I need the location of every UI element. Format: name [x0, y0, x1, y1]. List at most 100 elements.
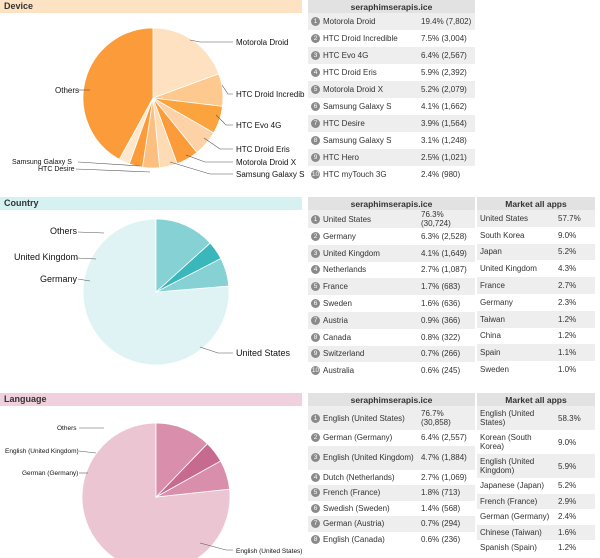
- market-row: English (United Kingdom) 5.9%: [477, 454, 595, 479]
- rank-badge: 1: [311, 413, 320, 423]
- pie-label: United Kingdom: [14, 252, 78, 262]
- market-row: United Kingdom 4.3%: [477, 260, 595, 278]
- table-row: 8 Samsung Galaxy S 3.1% (1,248): [308, 132, 475, 149]
- pie-leader-line: [185, 154, 233, 163]
- market-value: 2.4%: [555, 509, 595, 525]
- market-row: China 1.2%: [477, 327, 595, 345]
- rank-badge: 4: [311, 472, 320, 482]
- row-value: 3.9% (1,564): [418, 115, 475, 132]
- rank-badge: 8: [311, 332, 320, 342]
- pie-label: Others: [55, 86, 79, 95]
- country-section-title: Country: [4, 198, 39, 208]
- market-name: French (France): [477, 493, 555, 510]
- row-value: 4.1% (1,649): [418, 244, 475, 262]
- market-row: Korean (South Korea) 9.0%: [477, 430, 595, 455]
- table-row: 7 German (Austria) 0.7% (294): [308, 516, 475, 532]
- row-value: 76.3% (30,724): [418, 210, 475, 228]
- market-name: Germany: [477, 293, 555, 311]
- row-name: English (Canada): [323, 534, 385, 544]
- market-name: United Kingdom: [477, 260, 555, 278]
- row-name: Austria: [323, 315, 348, 325]
- rank-badge: 3: [311, 248, 320, 258]
- market-value: 5.9%: [555, 454, 595, 479]
- market-row: Japanese (Japan) 5.2%: [477, 478, 595, 494]
- market-row: German (Germany) 2.4%: [477, 509, 595, 525]
- row-value: 5.2% (2,079): [418, 81, 475, 98]
- language-section-title: Language: [4, 394, 47, 404]
- row-value: 3.1% (1,248): [418, 132, 475, 149]
- app-column-header: seraphimserapis.ice: [308, 393, 475, 406]
- market-value: 1.1%: [555, 344, 595, 362]
- market-value: 9.0%: [555, 226, 595, 244]
- row-value: 2.5% (1,021): [418, 149, 475, 166]
- market-name: Sweden: [477, 361, 555, 378]
- rank-badge: 2: [311, 433, 320, 443]
- market-row: Spain 1.1%: [477, 344, 595, 362]
- rank-badge: 4: [311, 265, 320, 275]
- row-name: English (United States): [323, 413, 405, 423]
- market-value: 2.7%: [555, 277, 595, 294]
- table-row: 3 HTC Evo 4G 6.4% (2,567): [308, 47, 475, 64]
- market-value: 5.2%: [555, 243, 595, 261]
- market-name: Spain: [477, 344, 555, 362]
- device-section: Device Motorola Droid HTC Droid Incredibl…: [0, 0, 600, 185]
- table-row: 9 HTC Hero 2.5% (1,021): [308, 149, 475, 166]
- pie-leader-line: [76, 257, 97, 260]
- table-row: 4 Netherlands 2.7% (1,087): [308, 261, 475, 279]
- pie-label: German (Germany): [22, 470, 78, 477]
- rank-badge: 7: [311, 315, 320, 325]
- row-name: Australia: [323, 366, 355, 376]
- pie-label: United States: [236, 348, 291, 358]
- market-value: 1.2%: [555, 540, 595, 556]
- rank-badge: 5: [311, 85, 320, 94]
- row-name: Swedish (Sweden): [323, 503, 390, 513]
- rank-badge: 9: [311, 153, 320, 162]
- pie-label: HTC Droid Incredible: [236, 90, 305, 99]
- market-column-header: Market all apps: [477, 197, 595, 210]
- market-row: Sweden 1.0%: [477, 361, 595, 378]
- row-value: 2.4% (980): [418, 166, 475, 183]
- pie-leader-line: [203, 137, 233, 150]
- rank-badge: 5: [311, 488, 320, 498]
- pie-leader-line: [215, 114, 233, 126]
- pie-leader-line: [199, 542, 233, 551]
- table-row: 10 Australia 0.6% (245): [308, 362, 475, 380]
- market-row: Spanish (Spain) 1.2%: [477, 540, 595, 556]
- row-name: English (United Kingdom): [323, 453, 414, 463]
- row-value: 19.4% (7,802): [418, 13, 475, 30]
- table-row: 8 English (Canada) 0.6% (236): [308, 531, 475, 548]
- pie-label: Samsung Galaxy S: [12, 159, 72, 166]
- table-row: 8 Canada 0.8% (322): [308, 328, 475, 346]
- row-value: 0.9% (366): [418, 311, 475, 329]
- row-value: 0.8% (322): [418, 328, 475, 346]
- table-row: 9 Switzerland 0.7% (266): [308, 345, 475, 363]
- market-name: United States: [477, 210, 555, 227]
- table-row: 1 English (United States) 76.7% (30,858): [308, 406, 475, 431]
- row-value: 1.8% (713): [418, 485, 475, 501]
- row-name: HTC myTouch 3G: [323, 170, 387, 179]
- market-name: France: [477, 277, 555, 294]
- rank-badge: 7: [311, 519, 320, 529]
- row-value: 1.6% (636): [418, 295, 475, 312]
- row-value: 0.6% (236): [418, 531, 475, 548]
- language-section-header: Language: [0, 393, 302, 406]
- market-row: French (France) 2.9%: [477, 493, 595, 510]
- country-pie-chart: Others United Kingdom Germany United States: [14, 218, 291, 366]
- pie-label: English (United States): [236, 548, 302, 555]
- table-row: 4 HTC Droid Eris 5.9% (2,392): [308, 64, 475, 81]
- row-name: United Kingdom: [323, 248, 380, 258]
- market-value: 1.2%: [555, 327, 595, 345]
- market-name: English (United States): [477, 406, 555, 431]
- market-name: China: [477, 327, 555, 345]
- rank-badge: 9: [311, 349, 320, 359]
- app-column-header: seraphimserapis.ice: [308, 0, 475, 13]
- market-column-header: Market all apps: [477, 393, 595, 406]
- market-value: 9.0%: [555, 430, 595, 455]
- pie-slice: [155, 422, 208, 498]
- language-section: Language Others English (United Kingdom) G…: [0, 393, 600, 558]
- market-value: 2.3%: [555, 293, 595, 311]
- market-name: Japan: [477, 243, 555, 261]
- language-market-table: Market all apps English (United States) 58…: [477, 393, 595, 556]
- pie-leader-line: [77, 231, 105, 234]
- market-row: France 2.7%: [477, 277, 595, 294]
